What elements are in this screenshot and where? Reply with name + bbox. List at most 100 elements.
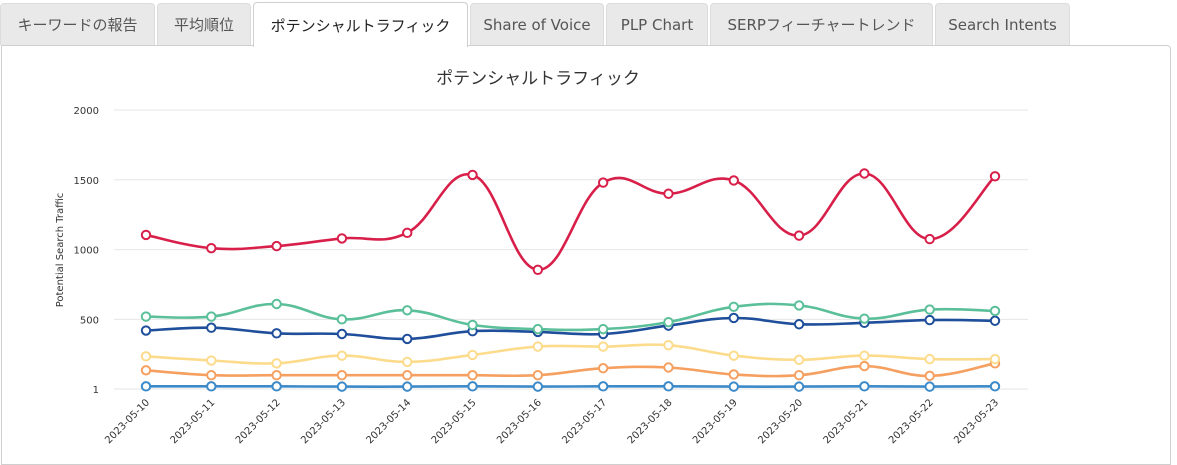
data-point[interactable] xyxy=(272,300,280,308)
tab-label: Share of Voice xyxy=(483,16,590,34)
tab-search-intents[interactable]: Search Intents xyxy=(935,3,1070,45)
data-point[interactable] xyxy=(730,382,738,390)
data-point[interactable] xyxy=(338,234,346,242)
data-point[interactable] xyxy=(272,382,280,390)
data-point[interactable] xyxy=(403,229,411,237)
data-point[interactable] xyxy=(599,178,607,186)
tab-average-rank[interactable]: 平均順位 xyxy=(157,3,251,45)
data-point[interactable] xyxy=(991,172,999,180)
data-point[interactable] xyxy=(599,325,607,333)
data-point[interactable] xyxy=(991,355,999,363)
data-point[interactable] xyxy=(403,306,411,314)
data-point[interactable] xyxy=(860,382,868,390)
data-point[interactable] xyxy=(664,318,672,326)
data-point[interactable] xyxy=(272,371,280,379)
data-point[interactable] xyxy=(795,371,803,379)
data-point[interactable] xyxy=(730,370,738,378)
data-point[interactable] xyxy=(795,382,803,390)
data-point[interactable] xyxy=(468,351,476,359)
y-tick-label: 1500 xyxy=(74,176,99,187)
data-point[interactable] xyxy=(468,371,476,379)
x-tick-label: 2023-05-20 xyxy=(756,397,805,446)
data-point[interactable] xyxy=(338,330,346,338)
tab-label: ポテンシャルトラフィック xyxy=(271,15,451,36)
data-point[interactable] xyxy=(272,242,280,250)
tab-label: SERPフィーチャートレンド xyxy=(727,14,915,35)
data-point[interactable] xyxy=(860,362,868,370)
data-point[interactable] xyxy=(142,366,150,374)
data-point[interactable] xyxy=(468,171,476,179)
data-point[interactable] xyxy=(925,235,933,243)
data-point[interactable] xyxy=(403,371,411,379)
data-point[interactable] xyxy=(338,382,346,390)
data-point[interactable] xyxy=(730,303,738,311)
data-point[interactable] xyxy=(991,317,999,325)
tab-bar: キーワードの報告 平均順位 ポテンシャルトラフィック Share of Voic… xyxy=(0,0,1177,46)
x-tick-label: 2023-05-19 xyxy=(691,397,740,446)
data-point[interactable] xyxy=(795,231,803,239)
data-point[interactable] xyxy=(534,342,542,350)
x-tick-label: 2023-05-14 xyxy=(364,397,413,446)
x-tick-label: 2023-05-23 xyxy=(952,397,1001,446)
tab-label: Search Intents xyxy=(948,16,1057,34)
data-point[interactable] xyxy=(925,382,933,390)
data-point[interactable] xyxy=(730,351,738,359)
data-point[interactable] xyxy=(534,325,542,333)
tab-potential-traffic[interactable]: ポテンシャルトラフィック xyxy=(253,2,468,47)
data-point[interactable] xyxy=(925,316,933,324)
data-point[interactable] xyxy=(925,355,933,363)
data-point[interactable] xyxy=(991,382,999,390)
data-point[interactable] xyxy=(142,231,150,239)
data-point[interactable] xyxy=(468,321,476,329)
y-tick-label: 1000 xyxy=(74,246,99,257)
data-point[interactable] xyxy=(860,314,868,322)
data-point[interactable] xyxy=(664,190,672,198)
data-point[interactable] xyxy=(403,382,411,390)
data-point[interactable] xyxy=(142,312,150,320)
data-point[interactable] xyxy=(207,382,215,390)
data-point[interactable] xyxy=(925,372,933,380)
data-point[interactable] xyxy=(925,305,933,313)
data-point[interactable] xyxy=(664,341,672,349)
y-tick-label: 2000 xyxy=(74,106,99,117)
data-point[interactable] xyxy=(795,320,803,328)
data-point[interactable] xyxy=(338,315,346,323)
data-point[interactable] xyxy=(338,371,346,379)
data-point[interactable] xyxy=(599,364,607,372)
data-point[interactable] xyxy=(730,176,738,184)
tab-share-of-voice[interactable]: Share of Voice xyxy=(470,3,604,45)
x-tick-label: 2023-05-12 xyxy=(234,397,283,446)
data-point[interactable] xyxy=(403,335,411,343)
data-point[interactable] xyxy=(991,307,999,315)
data-point[interactable] xyxy=(142,382,150,390)
data-point[interactable] xyxy=(207,324,215,332)
data-point[interactable] xyxy=(534,266,542,274)
data-point[interactable] xyxy=(599,342,607,350)
data-point[interactable] xyxy=(403,358,411,366)
data-point[interactable] xyxy=(272,329,280,337)
data-point[interactable] xyxy=(207,312,215,320)
tab-serp-feature-trend[interactable]: SERPフィーチャートレンド xyxy=(710,3,933,45)
data-point[interactable] xyxy=(272,359,280,367)
data-point[interactable] xyxy=(207,244,215,252)
data-point[interactable] xyxy=(534,382,542,390)
tab-keyword-report[interactable]: キーワードの報告 xyxy=(0,3,155,45)
data-point[interactable] xyxy=(795,301,803,309)
data-point[interactable] xyxy=(795,356,803,364)
data-point[interactable] xyxy=(534,371,542,379)
data-point[interactable] xyxy=(207,356,215,364)
data-point[interactable] xyxy=(142,352,150,360)
data-point[interactable] xyxy=(860,169,868,177)
data-point[interactable] xyxy=(599,382,607,390)
data-point[interactable] xyxy=(730,314,738,322)
data-point[interactable] xyxy=(468,382,476,390)
data-point[interactable] xyxy=(338,351,346,359)
tab-label: 平均順位 xyxy=(174,14,234,35)
data-point[interactable] xyxy=(664,363,672,371)
tab-plp-chart[interactable]: PLP Chart xyxy=(606,3,708,45)
data-point[interactable] xyxy=(664,382,672,390)
data-point[interactable] xyxy=(142,326,150,334)
data-point[interactable] xyxy=(207,371,215,379)
series-line xyxy=(146,173,995,269)
data-point[interactable] xyxy=(860,351,868,359)
